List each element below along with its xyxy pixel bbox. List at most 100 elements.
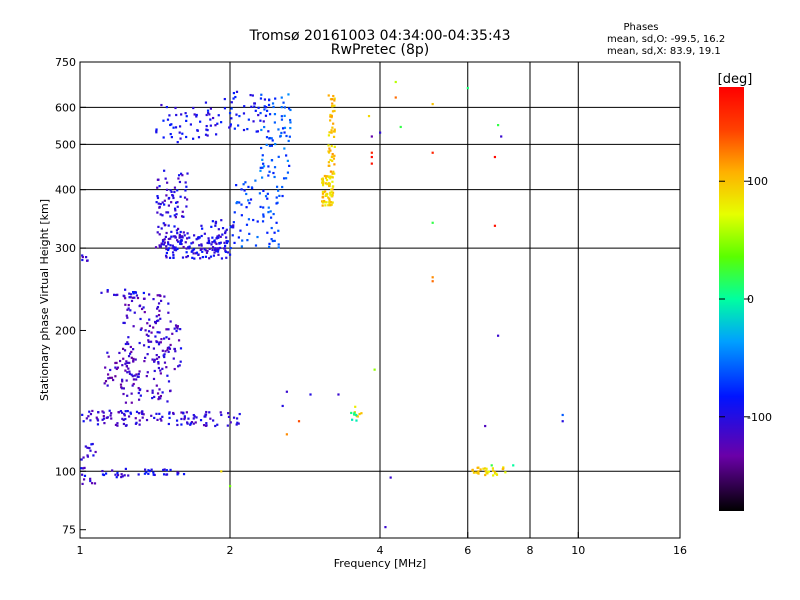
data-point: [280, 118, 284, 121]
data-point: [216, 247, 220, 250]
data-point: [228, 253, 232, 256]
data-point: [188, 245, 191, 248]
data-point: [210, 243, 213, 246]
data-point: [260, 128, 263, 132]
data-point: [352, 413, 356, 416]
data-point: [257, 113, 260, 117]
data-point: [235, 90, 239, 93]
data-point: [105, 416, 108, 419]
y-axis-label: Stationary phase Virtual Height [km]: [38, 199, 51, 401]
data-point: [354, 405, 357, 408]
data-point: [87, 415, 90, 418]
data-point: [86, 454, 89, 457]
data-point: [130, 373, 133, 376]
data-point: [170, 136, 173, 139]
data-point: [333, 99, 336, 102]
data-point: [280, 131, 283, 135]
data-point: [137, 372, 140, 376]
data-point: [289, 121, 292, 124]
y-tick-label: 750: [55, 56, 76, 69]
data-point: [159, 369, 162, 372]
data-point: [204, 415, 207, 418]
data-point: [327, 151, 331, 154]
data-point: [274, 142, 277, 146]
data-point: [157, 202, 160, 205]
data-point: [187, 417, 190, 420]
data-point: [116, 366, 120, 369]
data-point: [167, 380, 171, 383]
data-point: [181, 210, 184, 213]
data-point: [320, 178, 324, 181]
data-point: [190, 242, 193, 245]
data-point: [238, 114, 241, 118]
data-point: [173, 186, 177, 189]
data-point: [331, 98, 334, 101]
data-point: [157, 366, 160, 370]
data-point: [167, 302, 170, 305]
data-point: [203, 248, 206, 251]
data-point: [327, 144, 330, 147]
data-point: [162, 354, 165, 357]
data-point: [281, 404, 284, 408]
data-point: [333, 163, 336, 166]
data-point: [102, 414, 105, 418]
data-point: [168, 196, 171, 200]
data-point: [166, 400, 169, 403]
data-point: [155, 315, 158, 318]
data-point: [218, 242, 221, 245]
data-point: [285, 177, 288, 180]
data-point: [167, 247, 171, 250]
data-point: [179, 347, 183, 350]
data-point: [324, 176, 328, 180]
data-point: [221, 233, 224, 236]
data-point: [159, 213, 162, 216]
data-point: [178, 125, 182, 128]
chart-subtitle: RwPretec (8p): [331, 42, 429, 58]
data-point: [195, 113, 198, 117]
data-point: [174, 106, 177, 110]
data-point: [194, 421, 197, 424]
data-point: [182, 245, 185, 249]
data-point: [333, 172, 336, 175]
data-point: [135, 421, 138, 424]
data-point: [504, 471, 507, 474]
data-point: [200, 234, 203, 238]
data-point: [191, 241, 195, 244]
data-point: [144, 468, 147, 471]
data-point: [185, 198, 189, 201]
data-point: [333, 97, 336, 100]
data-point: [123, 474, 126, 477]
data-point: [259, 205, 262, 209]
data-point: [333, 128, 336, 131]
data-point: [171, 251, 175, 254]
data-point: [277, 246, 280, 249]
data-point: [127, 474, 130, 477]
data-point: [329, 149, 332, 152]
data-point: [195, 416, 198, 419]
data-point: [112, 378, 115, 382]
data-point: [484, 473, 487, 477]
data-point: [496, 123, 500, 127]
data-point: [241, 239, 244, 242]
data-point: [328, 201, 331, 204]
data-point: [164, 254, 168, 257]
data-point: [275, 185, 279, 188]
data-point: [124, 467, 127, 470]
data-point: [263, 98, 267, 101]
data-point: [123, 413, 126, 416]
data-point: [180, 242, 183, 246]
data-point: [90, 482, 94, 485]
data-point: [209, 124, 212, 127]
data-point: [337, 393, 340, 396]
data-point: [159, 202, 162, 206]
data-point: [155, 384, 158, 387]
data-point: [323, 199, 326, 203]
data-point: [351, 418, 354, 421]
data-point: [187, 246, 190, 249]
data-point: [170, 235, 173, 238]
data-point: [221, 227, 225, 230]
data-point: [206, 241, 209, 245]
data-point: [331, 188, 334, 191]
data-point: [223, 107, 227, 110]
data-point: [121, 364, 124, 367]
